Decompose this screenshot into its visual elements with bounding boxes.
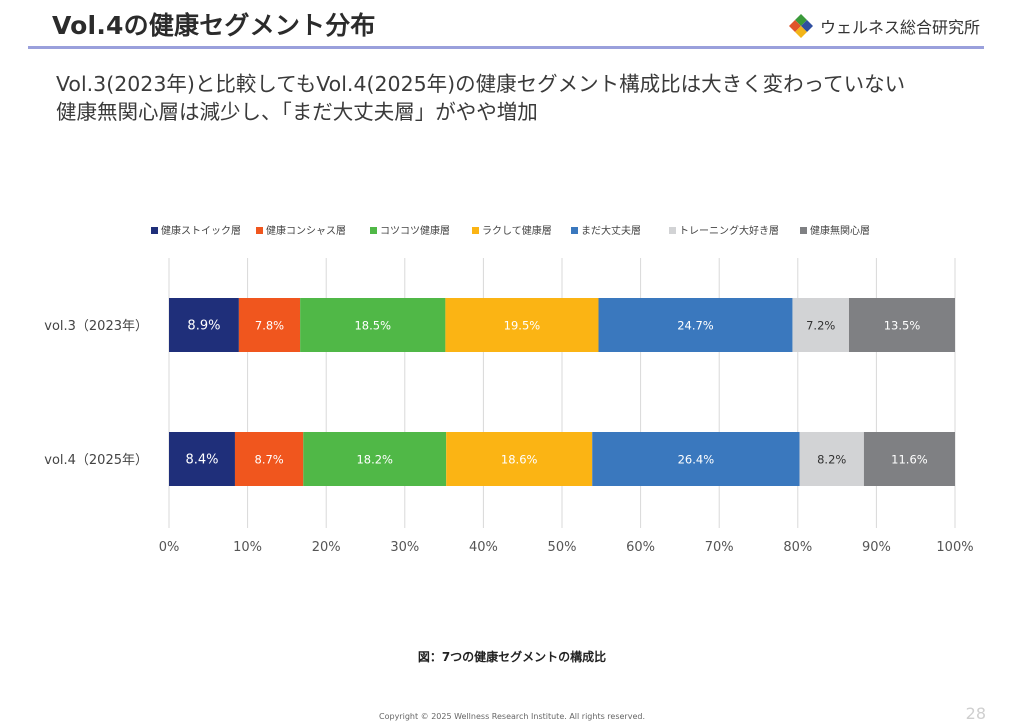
legend-swatch — [669, 227, 676, 234]
bar-segment — [446, 432, 593, 486]
segment-stacked-bar-chart: 0% 10% 20% 30% 40% 50% 60% 70% 80% 90% 100% vol.3（2… — [44, 224, 973, 555]
legend-label: まだ大丈夫層 — [581, 224, 641, 237]
data-label: 18.5% — [354, 319, 391, 333]
x-tick-label: 90% — [862, 540, 891, 555]
headline-line-2: 健康無関心層は減少し、「まだ大丈夫層」がやや増加 — [56, 100, 538, 124]
x-tick-label: 70% — [705, 540, 734, 555]
data-label: 8.2% — [817, 453, 846, 467]
figure-caption: 図：7つの健康セグメントの構成比 — [417, 650, 607, 664]
legend-label: 健康ストイック層 — [161, 224, 241, 237]
headline-line-1: Vol.3(2023年)と比較してもVol.4(2025年)の健康セグメント構成… — [56, 72, 906, 96]
bar-segment — [234, 432, 304, 486]
data-label: 7.8% — [255, 319, 284, 333]
data-label: 13.5% — [884, 319, 921, 333]
y-category-label: vol.4（2025年） — [44, 453, 148, 468]
data-label: 7.2% — [806, 319, 835, 333]
x-tick-label: 80% — [783, 540, 812, 555]
bar-segment — [300, 298, 446, 352]
headline: Vol.3(2023年)と比較してもVol.4(2025年)の健康セグメント構成… — [56, 70, 905, 126]
data-label: 18.6% — [501, 453, 538, 467]
legend-label: コツコツ健康層 — [380, 224, 450, 237]
data-label: 11.6% — [891, 453, 928, 467]
bar-segment — [799, 432, 864, 486]
data-label: 8.4% — [185, 453, 218, 468]
logo-text: ウェルネス総合研究所 — [820, 18, 981, 37]
data-label: 8.7% — [255, 453, 284, 467]
bar-segment — [792, 298, 849, 352]
x-tick-label: 50% — [548, 540, 577, 555]
copyright: Copyright © 2025 Wellness Research Insti… — [379, 712, 645, 721]
page-title: Vol.4の健康セグメント分布 — [52, 11, 376, 40]
title-divider — [28, 46, 984, 49]
legend-swatch — [571, 227, 578, 234]
bar-segment — [863, 432, 955, 486]
legend-swatch — [151, 227, 158, 234]
bar-segment — [445, 298, 599, 352]
company-logo: ウェルネス総合研究所 — [788, 12, 980, 40]
legend-swatch — [256, 227, 263, 234]
data-label: 24.7% — [677, 319, 714, 333]
legend-swatch — [800, 227, 807, 234]
x-tick-label: 60% — [626, 540, 655, 555]
legend-swatch — [472, 227, 479, 234]
bar-segment — [592, 432, 800, 486]
x-tick-label: 20% — [312, 540, 341, 555]
legend-label: ラクして健康層 — [482, 224, 552, 237]
x-tick-label: 30% — [390, 540, 419, 555]
data-label: 8.9% — [187, 319, 220, 334]
legend-label: 健康コンシャス層 — [266, 224, 346, 237]
legend-label: トレーニング大好き層 — [679, 224, 779, 237]
x-tick-label: 100% — [936, 540, 973, 555]
x-tick-label: 40% — [469, 540, 498, 555]
data-label: 18.2% — [356, 453, 393, 467]
bar-segment — [303, 432, 447, 486]
y-category-label: vol.3（2023年） — [44, 319, 148, 334]
logo-mark-icon — [789, 14, 813, 38]
bar-segment — [598, 298, 793, 352]
page-number: 28 — [965, 704, 986, 723]
bar-segment — [169, 432, 235, 486]
bar-segment — [169, 298, 239, 352]
data-label: 26.4% — [678, 453, 715, 467]
bar-segment — [238, 298, 301, 352]
bar-segment — [848, 298, 955, 352]
x-tick-label: 10% — [233, 540, 262, 555]
data-label: 19.5% — [504, 319, 541, 333]
legend-swatch — [370, 227, 377, 234]
x-tick-label: 0% — [159, 540, 180, 555]
legend-label: 健康無関心層 — [810, 224, 870, 237]
